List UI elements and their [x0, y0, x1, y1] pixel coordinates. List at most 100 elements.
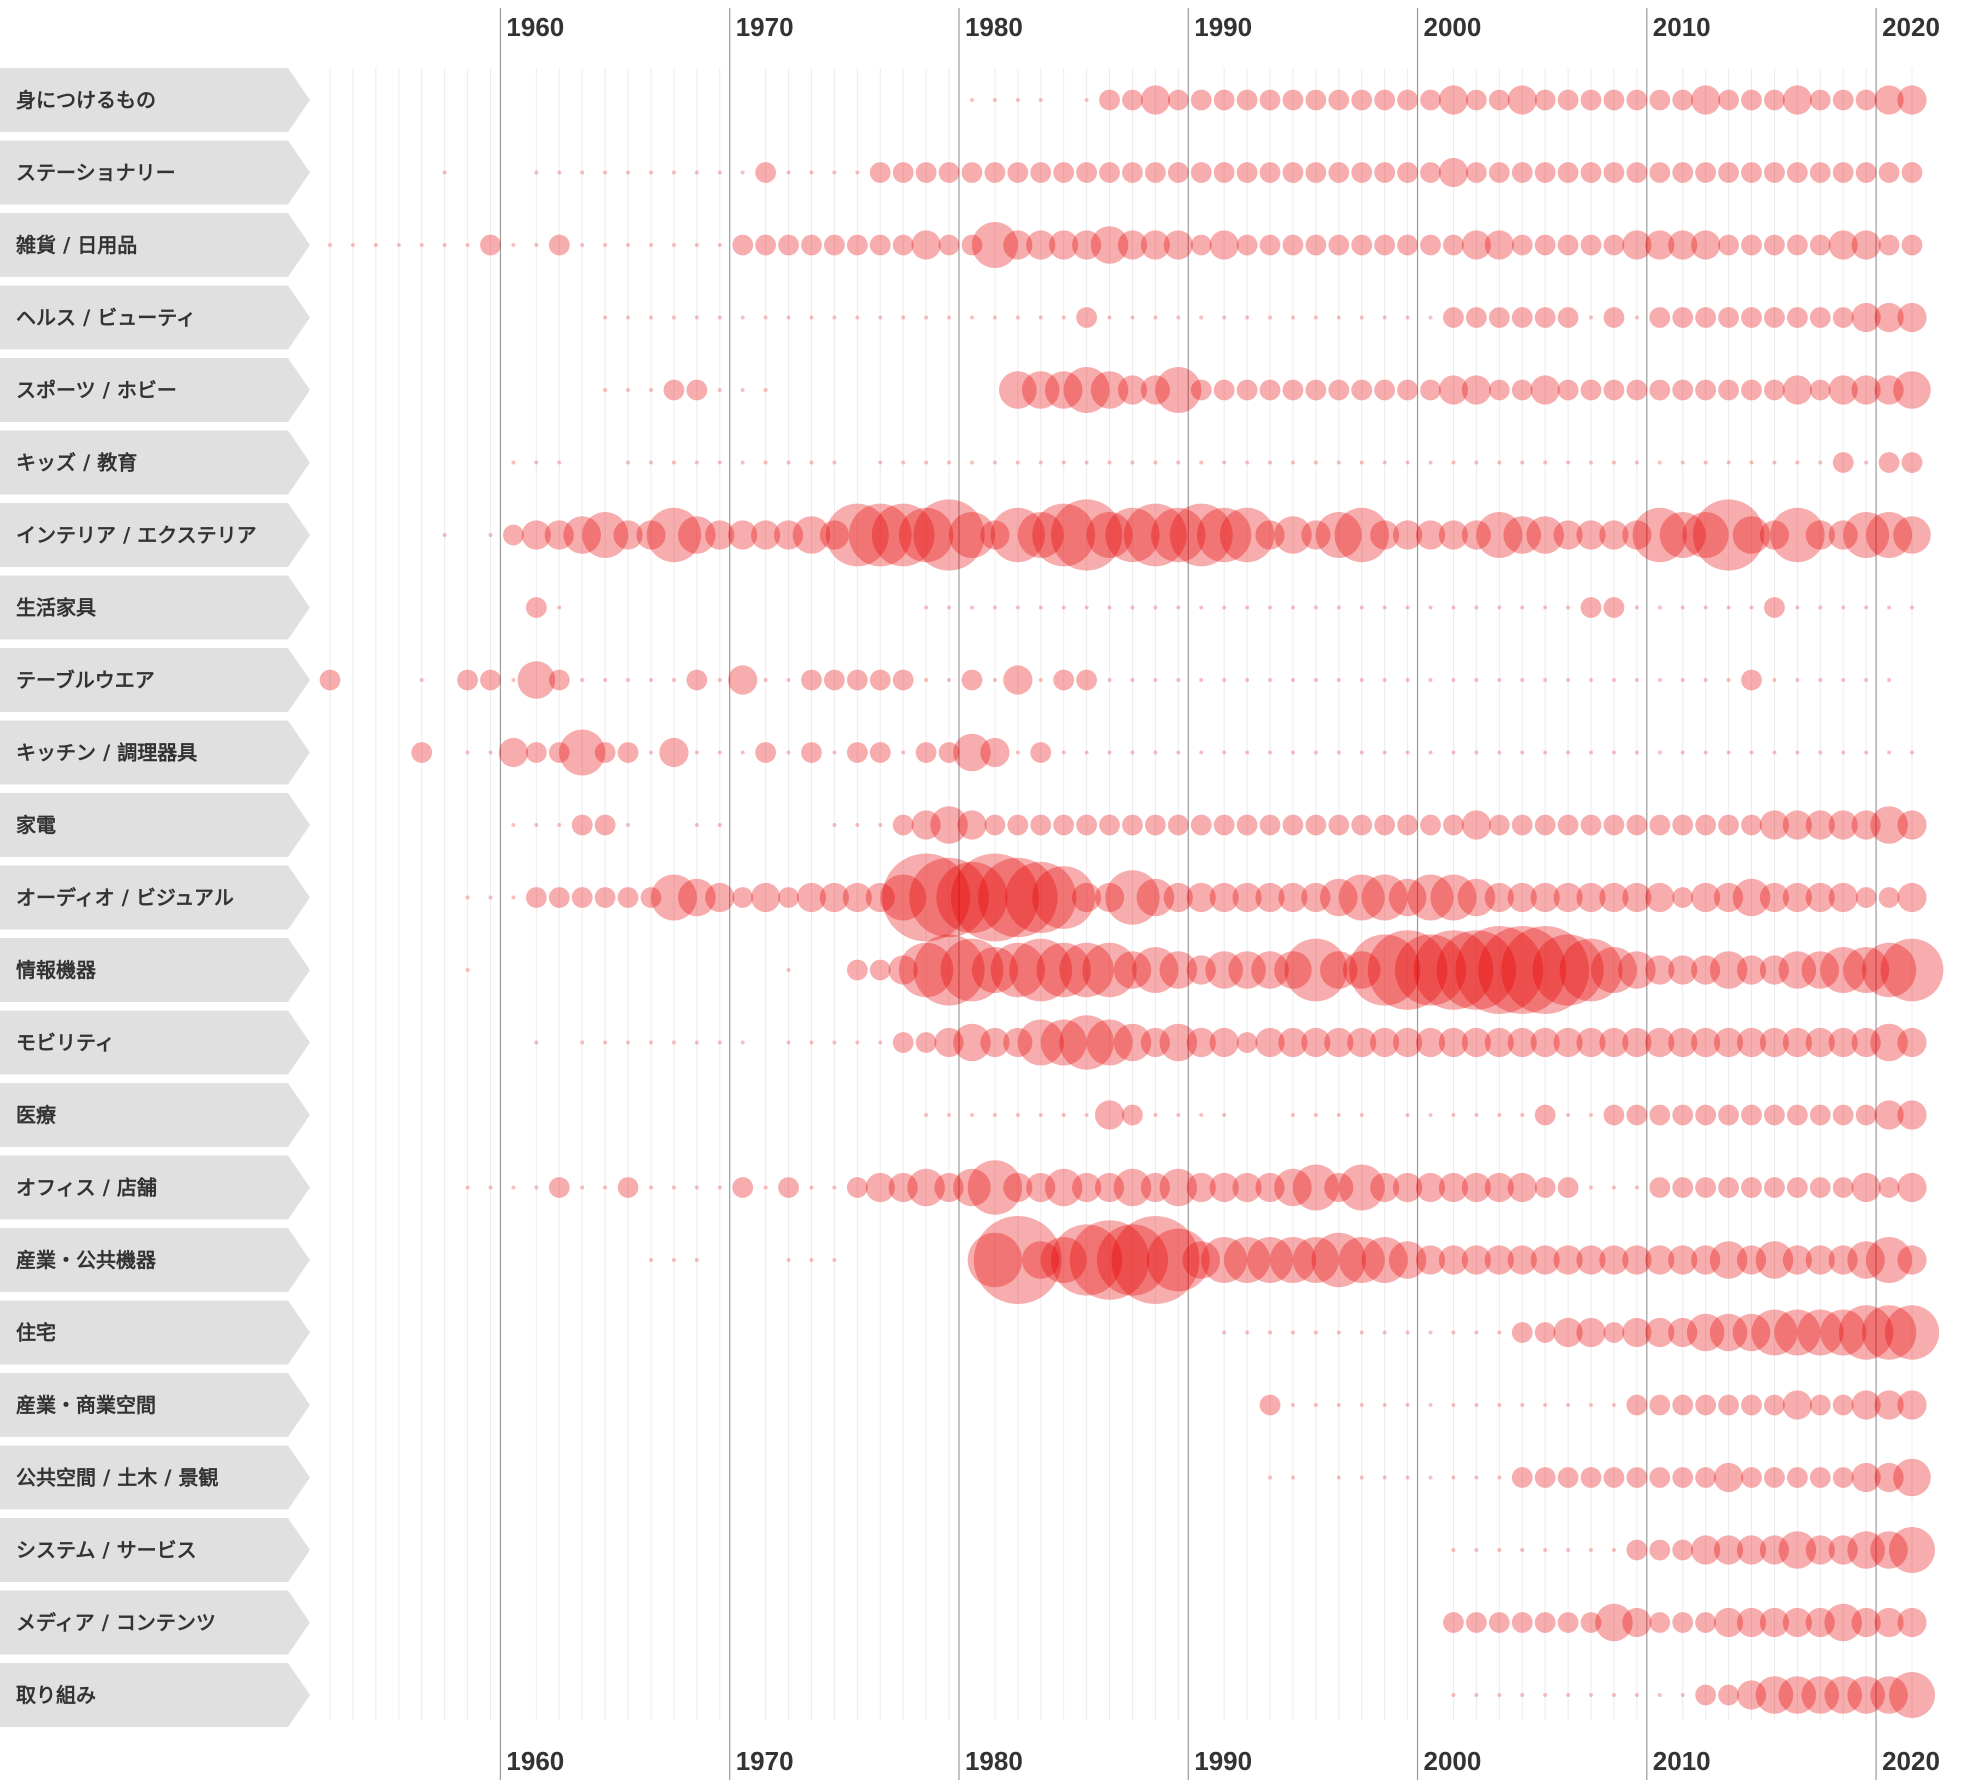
bubble	[1599, 882, 1629, 913]
bubble	[1755, 1241, 1794, 1279]
bubble	[1488, 1612, 1510, 1633]
bubble	[1680, 605, 1685, 610]
bubble	[1167, 814, 1189, 836]
bubble	[1428, 460, 1433, 465]
bubble	[1146, 1228, 1210, 1292]
bubble	[1451, 1113, 1456, 1117]
bubble	[1259, 162, 1281, 183]
bubble	[1084, 750, 1089, 755]
bubble	[1764, 1394, 1785, 1416]
bubble	[1153, 460, 1158, 465]
bubble	[648, 1258, 653, 1262]
bubble	[1359, 605, 1364, 610]
bubble	[1015, 605, 1020, 610]
bubble	[1420, 162, 1441, 183]
bubble	[1759, 882, 1790, 913]
bubble	[678, 878, 716, 917]
bubble	[465, 968, 470, 972]
bubble	[1222, 460, 1227, 465]
bubble	[1222, 678, 1227, 682]
bubble	[1759, 1535, 1790, 1565]
bubble	[1566, 1113, 1571, 1117]
bubble	[694, 243, 699, 247]
bubble	[1511, 234, 1533, 256]
bubble	[648, 243, 653, 247]
bubble	[1461, 810, 1491, 840]
bubble	[1268, 1475, 1273, 1480]
bubble	[1557, 1177, 1579, 1198]
bubble	[1488, 814, 1510, 836]
bubble	[1320, 878, 1358, 917]
bubble	[1099, 162, 1120, 183]
bubble	[1786, 1467, 1808, 1488]
x-tick-label-top: 2010	[1653, 12, 1711, 42]
category-label: 公共空間 / 土木 / 景観	[16, 1466, 218, 1490]
bubble	[1841, 678, 1846, 682]
bubble	[1222, 605, 1227, 610]
bubble	[1832, 1394, 1854, 1416]
bubble	[1718, 1104, 1739, 1126]
bubble	[1878, 1177, 1900, 1198]
bubble	[1778, 1531, 1817, 1569]
bubble	[832, 460, 837, 465]
bubble	[1622, 230, 1652, 260]
bubble	[1764, 1104, 1785, 1126]
category-label-bg	[0, 68, 310, 132]
category-label: 情報機器	[16, 958, 97, 982]
bubble	[1255, 520, 1285, 550]
bubble	[1559, 938, 1623, 1002]
bubble	[1026, 1172, 1056, 1203]
bubble	[1484, 1245, 1514, 1275]
bubble	[1566, 678, 1571, 682]
bubble	[1759, 1607, 1790, 1638]
category-label: インテリア / エクステリア	[16, 523, 257, 547]
bubble	[1695, 307, 1717, 328]
bubble	[882, 853, 971, 942]
category-label-bg	[0, 1518, 310, 1582]
bubble	[1861, 942, 1917, 998]
bubble	[809, 1040, 814, 1045]
bubble	[1553, 1027, 1583, 1058]
bubble	[1190, 234, 1212, 256]
bubble	[1589, 1185, 1594, 1190]
bubble	[953, 1168, 991, 1207]
bubble	[1866, 512, 1913, 558]
bubble	[1828, 230, 1858, 260]
tick-label-layer: 1960 1960 1970 1970 1980 1980 1990 1990 2000 2000…	[506, 12, 1939, 1776]
bubble	[1520, 605, 1525, 610]
bubble	[755, 234, 777, 256]
bubble	[1801, 951, 1840, 989]
category-label-bg	[0, 1663, 310, 1727]
bubble	[1017, 512, 1064, 558]
bubble	[1626, 1539, 1648, 1561]
bubble	[1851, 375, 1881, 405]
bubble	[1351, 89, 1373, 111]
bubble	[898, 507, 954, 563]
category-label-bg	[0, 503, 310, 567]
bubble	[984, 814, 1006, 836]
bubble	[1855, 887, 1877, 908]
bubble	[1741, 814, 1762, 836]
bubble	[1828, 520, 1858, 550]
bubble	[1159, 1168, 1198, 1207]
bubble	[1878, 234, 1900, 256]
bubble	[1451, 605, 1456, 610]
bubble	[511, 460, 516, 465]
bubble	[1897, 1245, 1927, 1275]
bubble	[809, 170, 814, 175]
bubble	[1359, 678, 1364, 682]
x-tick-label-top: 1980	[965, 12, 1023, 42]
bubble	[1038, 460, 1043, 465]
bubble	[1741, 89, 1762, 111]
category-label-bg	[0, 430, 310, 495]
bubble	[1443, 1612, 1464, 1633]
bubble	[1359, 315, 1364, 320]
bubble	[1534, 1104, 1556, 1126]
bubble	[1313, 1113, 1318, 1117]
bubble	[1580, 234, 1602, 256]
bubble	[373, 243, 378, 247]
bubble	[1099, 89, 1120, 111]
bubble	[1336, 1330, 1341, 1335]
bubble	[973, 1216, 1062, 1304]
